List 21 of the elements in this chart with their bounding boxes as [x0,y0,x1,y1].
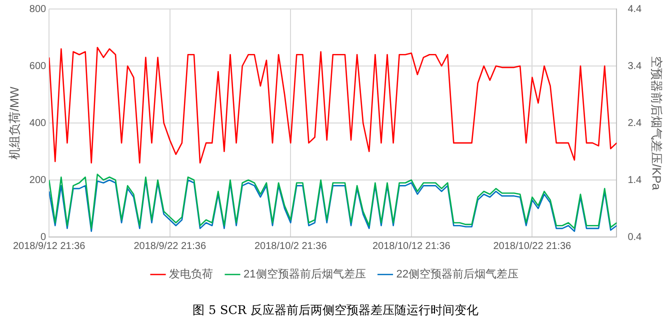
x-tick-label: 2018/10/22 21:36 [493,240,572,252]
x-tick-label: 2018/9/12 21:36 [12,240,86,252]
y-tick-label: 800 [29,4,47,15]
x-tick-label: 2018/10/2 21:36 [254,240,328,252]
y-tick-label: 400 [29,118,47,129]
legend-label: 21侧空预器前后烟气差压 [244,268,366,281]
legend-label: 发电负荷 [169,268,214,281]
y-axis-title: 机组负荷/MW [8,86,22,160]
y2-axis-title: 空预器前后烟气差压/KPa [649,56,664,190]
y2-tick-label: 0.4 [628,232,642,243]
x-tick-label: 2018/9/22 21:36 [134,240,206,252]
y2-tick-label: 4.4 [628,4,642,15]
legend-label: 22侧空预器前后烟气差压 [396,268,518,281]
y-tick-label: 200 [29,174,47,186]
x-tick-label: 2018/10/12 21:36 [372,240,451,252]
y2-tick-label: 1.4 [628,174,642,186]
caption: 图 5 SCR 反应器前后两侧空预器差压随运行时间变化 [192,302,480,319]
y2-tick-label: 3.4 [628,60,642,72]
y2-tick-label: 2.4 [628,118,642,129]
y-tick-label: 0 [40,232,47,243]
y-tick-label: 600 [29,60,47,72]
